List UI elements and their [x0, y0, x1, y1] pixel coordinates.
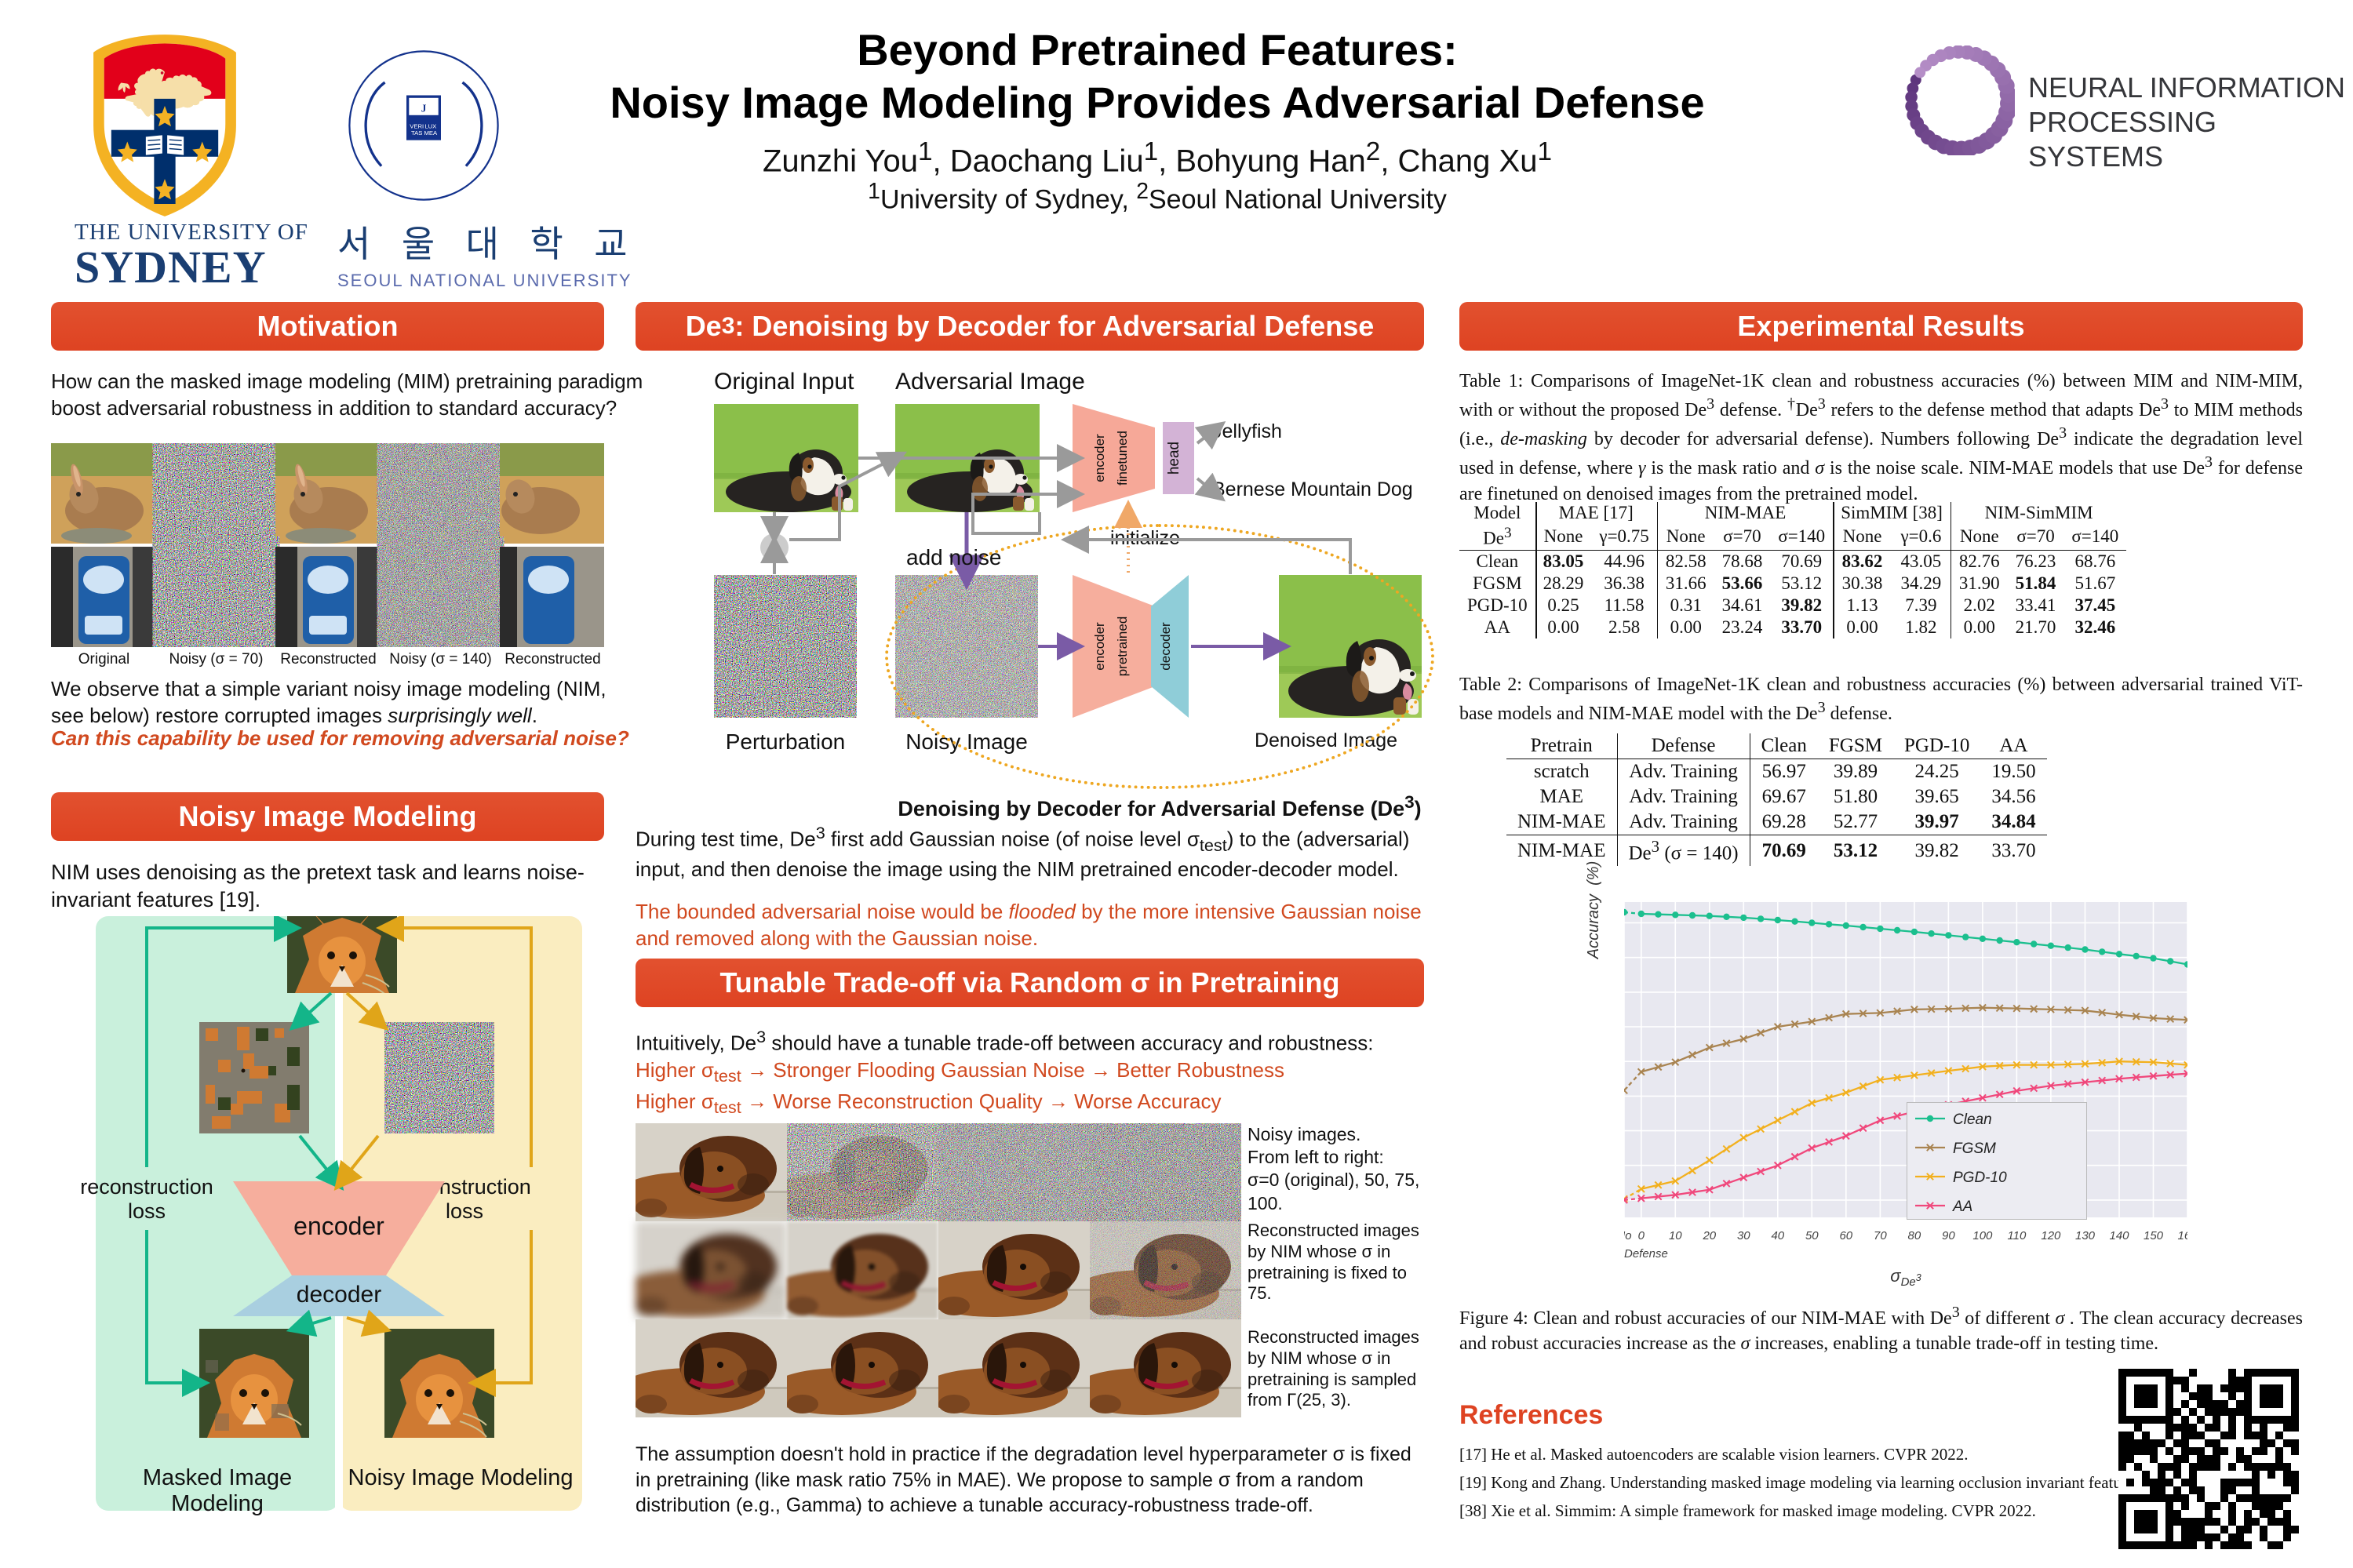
svg-text:MEA: MEA [424, 129, 438, 136]
svg-text:FGSM: FGSM [1953, 1141, 1996, 1157]
svg-text:0: 0 [1638, 1229, 1645, 1242]
svg-text:60: 60 [1839, 1229, 1852, 1242]
svg-text:50: 50 [1805, 1229, 1819, 1242]
svg-text:PGD-10: PGD-10 [1953, 1170, 2007, 1186]
svg-text:110: 110 [2007, 1229, 2027, 1242]
svg-text:150: 150 [2144, 1229, 2164, 1242]
svg-text:10: 10 [1669, 1229, 1682, 1242]
svg-text:AA: AA [1952, 1199, 1972, 1215]
svg-text:160: 160 [2177, 1229, 2187, 1242]
svg-text:No: No [1624, 1229, 1632, 1242]
svg-text:120: 120 [2041, 1229, 2061, 1242]
svg-text:VERI: VERI [410, 122, 424, 129]
svg-text:TAS: TAS [411, 129, 422, 136]
svg-text:140: 140 [2109, 1229, 2129, 1242]
svg-text:40: 40 [1771, 1229, 1784, 1242]
svg-text:Clean: Clean [1953, 1111, 1992, 1128]
svg-text:20: 20 [1702, 1229, 1716, 1242]
svg-text:LUX: LUX [424, 122, 436, 129]
svg-text:100: 100 [1972, 1229, 1993, 1242]
svg-text:J: J [421, 102, 427, 114]
svg-text:30: 30 [1737, 1229, 1750, 1242]
svg-text:90: 90 [1942, 1229, 1955, 1242]
svg-text:70: 70 [1874, 1229, 1887, 1242]
svg-text:80: 80 [1908, 1229, 1921, 1242]
svg-text:130: 130 [2075, 1229, 2096, 1242]
